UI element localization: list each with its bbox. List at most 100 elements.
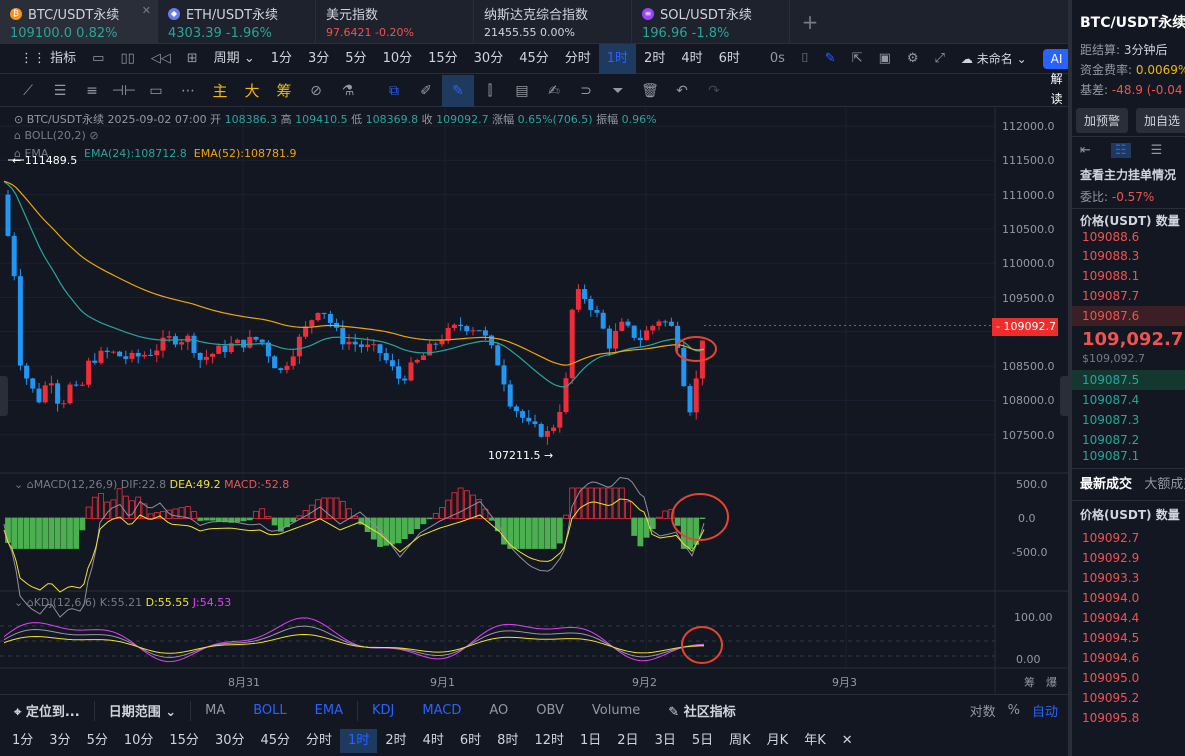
ticker-tab-btc[interactable]: ₿ BTC/USDT永续 109100.0 0.82% ✕ (0, 0, 158, 44)
liquidation-toggle[interactable]: 爆 (1046, 676, 1057, 689)
macd-legend[interactable]: ⌄ ⌂MACD(12,26,9) DIF:22.8 DEA:49.2 MACD:… (14, 478, 290, 491)
date-range-dropdown[interactable]: 日期范围 ⌄ (108, 705, 177, 720)
calendar-icon[interactable]: ▭ (92, 50, 105, 66)
ind-obv[interactable]: OBV (536, 703, 564, 718)
main-force-button[interactable]: 主 (212, 81, 228, 100)
bid-row[interactable]: 109087.1 (1082, 450, 1140, 462)
auto-scale-toggle[interactable]: 自动 (1031, 705, 1058, 720)
layout-name-dropdown[interactable]: ☁ 未命名 ⌄ (960, 51, 1027, 66)
interval-1m[interactable]: 1分 (270, 50, 292, 66)
lock-drawing-icon[interactable]: ⧉ (389, 82, 399, 99)
orderbook-view-icon[interactable]: ☷ (1110, 143, 1131, 158)
big-order-button[interactable]: 大 (244, 81, 260, 100)
tf-button[interactable]: 30分 (214, 733, 245, 748)
tf-button[interactable]: 6时 (459, 733, 482, 748)
fib-icon[interactable]: ☰ (53, 82, 67, 99)
ind-boll[interactable]: BOLL (253, 703, 287, 718)
clipboard-icon[interactable]: ▤ (515, 82, 529, 99)
boll-legend[interactable]: ⌂ BOLL(20,2) ⊘ (14, 129, 99, 142)
interval-1h[interactable]: 1时 (598, 43, 637, 74)
more-icon[interactable]: ⋯ (181, 82, 195, 99)
horizontal-line-icon[interactable]: ⊣⊢ (111, 82, 137, 99)
add-watchlist-button[interactable]: 加自选 (1136, 108, 1185, 133)
camera-icon[interactable]: ⌷ (800, 50, 809, 66)
interval-45m[interactable]: 45分 (519, 50, 549, 66)
tf-button[interactable]: 3日 (654, 733, 676, 748)
depth-title[interactable]: 查看主力挂单情况 (1080, 168, 1177, 182)
tf-button[interactable]: 3分 (49, 733, 71, 748)
settings-icon[interactable]: ⚙ (906, 50, 919, 66)
chart-area[interactable]: ⊙ BTC/USDT永续 2025-09-02 07:00 开 108386.3… (0, 108, 1068, 693)
tab-latest-trades[interactable]: 最新成交 (1080, 477, 1133, 492)
percent-scale-toggle[interactable]: % (1007, 703, 1020, 718)
replay-icon[interactable]: ◁◁ (150, 50, 171, 66)
magic-icon[interactable]: ⚗ (341, 82, 355, 99)
chip-button[interactable]: 筹 (276, 81, 292, 100)
bid-row[interactable]: 109087.3 (1082, 413, 1140, 427)
tf-button[interactable]: 1分 (12, 733, 34, 748)
redo-icon[interactable]: ↷ (708, 82, 720, 99)
expand-icon[interactable]: ⤢ (934, 50, 945, 66)
tf-button[interactable]: 年K (804, 733, 826, 748)
filter-icon[interactable]: ⏷ (612, 82, 624, 99)
ticker-tab-eth[interactable]: ◆ ETH/USDT永续 4303.39 -1.96% (158, 0, 316, 44)
tf-button-selected[interactable]: 1时 (340, 729, 378, 753)
interval-2h[interactable]: 2时 (644, 50, 666, 66)
share-icon[interactable]: ⇱ (851, 50, 863, 66)
brush-icon[interactable]: ✎ (442, 74, 474, 107)
tf-button[interactable]: 5日 (691, 733, 714, 748)
tf-button[interactable]: 2时 (385, 733, 407, 748)
list-view-icon[interactable]: ☰ (1150, 143, 1163, 158)
tf-button[interactable]: 12时 (534, 733, 564, 748)
tf-button[interactable]: 45分 (260, 733, 291, 748)
fullscreen-window-icon[interactable]: ▣ (878, 50, 891, 66)
interval-15m[interactable]: 15分 (428, 50, 458, 66)
tf-button[interactable]: 分时 (306, 733, 333, 748)
ask-row[interactable]: 109088.1 (1082, 269, 1140, 283)
chip-toggle[interactable]: 筹 (1024, 676, 1035, 689)
chart-canvas[interactable] (0, 108, 1068, 693)
ticker-tab-sol[interactable]: ≡ SOL/USDT永续 196.96 -1.8% (632, 0, 790, 44)
grid-icon[interactable]: ⊞ (186, 50, 198, 66)
tab-large-trades[interactable]: 大额成交 (1144, 477, 1185, 492)
ai-interpret-button[interactable]: AI解读 (1042, 48, 1071, 106)
interval-6h[interactable]: 6时 (718, 50, 740, 66)
log-scale-toggle[interactable]: 对数 (969, 705, 996, 720)
close-timeframes-icon[interactable]: ✕ (841, 733, 853, 748)
interval-timeline[interactable]: 分时 (564, 50, 591, 66)
tf-button[interactable]: 1日 (580, 733, 602, 748)
candles-icon[interactable]: ⫿ (487, 82, 493, 99)
ask-row[interactable]: 109087.6 (1072, 306, 1185, 326)
ema-legend[interactable]: ⌂ EMA (14, 147, 49, 160)
ind-kdj[interactable]: KDJ (371, 703, 395, 718)
rectangle-icon[interactable]: ▭ (149, 82, 163, 99)
ticker-tab-dxy[interactable]: 美元指数 97.6421 -0.20% (316, 0, 474, 44)
ind-ao[interactable]: AO (489, 703, 509, 718)
kdj-legend[interactable]: ⌄ ⌂KDJ(12,6,6) K:55.21 D:55.55 J:54.53 (14, 596, 232, 609)
ticker-tab-nasdaq[interactable]: 纳斯达克综合指数 21455.55 0.00% (474, 0, 632, 44)
interval-10m[interactable]: 10分 (382, 50, 413, 66)
add-tab-icon[interactable]: + (801, 10, 819, 34)
measure-icon[interactable]: ⊘ (310, 82, 322, 99)
right-collapse-handle[interactable] (1060, 376, 1068, 416)
tf-button[interactable]: 4时 (422, 733, 444, 748)
tf-button[interactable]: 5分 (86, 733, 108, 748)
ruler-icon[interactable]: ✐ (420, 82, 432, 99)
ask-row[interactable]: 109088.3 (1082, 249, 1140, 263)
trendline-icon[interactable]: ⟋ (23, 82, 33, 99)
period-dropdown[interactable]: 周期 ⌄ (213, 50, 255, 66)
bid-row[interactable]: 109087.5 (1072, 370, 1185, 390)
parallel-lines-icon[interactable]: ≡ (86, 82, 98, 99)
indicator-button[interactable]: ⋮⋮ 指标 (20, 50, 77, 66)
tf-button[interactable]: 10分 (123, 733, 154, 748)
tf-button[interactable]: 15分 (169, 733, 199, 748)
ask-row[interactable]: 109088.6 (1082, 230, 1140, 244)
note-icon[interactable]: ✍ (548, 82, 560, 99)
depth-view-icon[interactable]: ⇤ (1080, 143, 1091, 158)
tf-button[interactable]: 月K (766, 733, 789, 748)
community-indicators-button[interactable]: ✎ 社区指标 (668, 705, 736, 720)
tf-button[interactable]: 8时 (497, 733, 519, 748)
tf-button[interactable]: 周K (729, 733, 751, 748)
close-icon[interactable]: ✕ (141, 4, 151, 17)
ind-ema[interactable]: EMA (314, 703, 343, 718)
